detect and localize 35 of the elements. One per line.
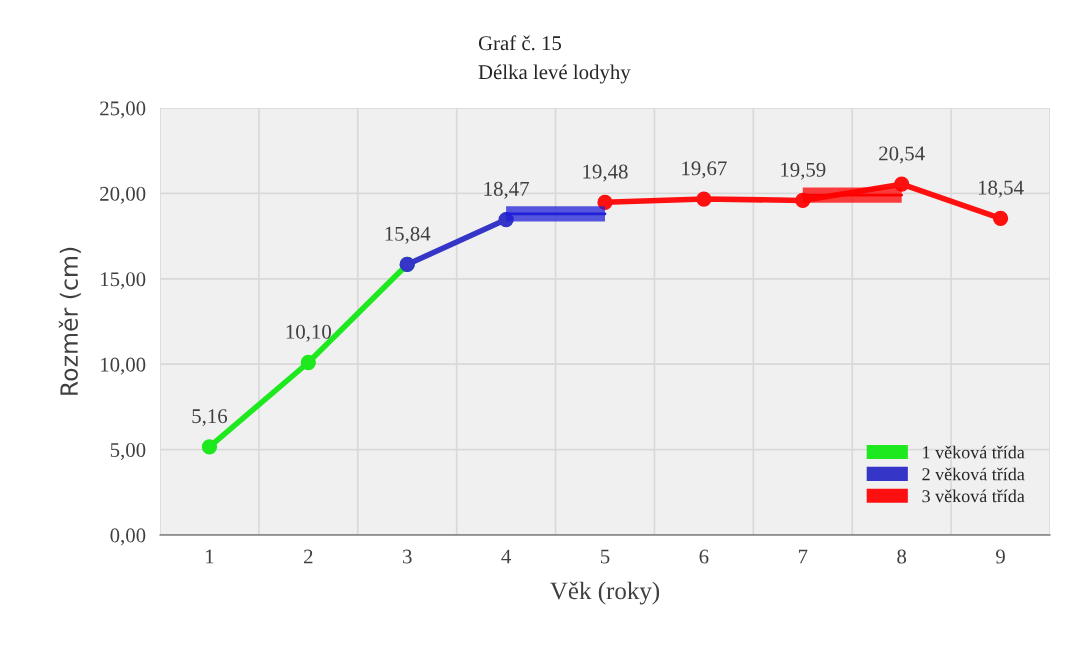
y-tick-label: 25,00	[100, 101, 146, 119]
data-label: 19,59	[781, 162, 826, 180]
legend-label: 2 věková třída	[922, 467, 1025, 481]
data-label: 18,54	[978, 180, 1024, 198]
data-label: 19,67	[682, 161, 727, 179]
x-tick-label: 9	[996, 549, 1005, 564]
y-axis-title: Rozměr (cm)	[58, 247, 81, 395]
x-tick-label: 8	[897, 549, 907, 564]
x-tick-label: 5	[601, 549, 610, 564]
legend-label: 1 věková třída	[923, 445, 1025, 459]
x-tick-label: 7	[798, 549, 808, 564]
y-tick-label: 0,00	[110, 528, 146, 546]
x-tick-label: 3	[403, 549, 412, 564]
data-label: 18,47	[484, 181, 529, 199]
point	[992, 210, 1009, 226]
point	[696, 191, 712, 207]
x-tick-label: 2	[304, 549, 313, 564]
x-tick-label: 6	[699, 549, 709, 564]
chart-subtitle: Délka levé lodyhy	[478, 64, 631, 84]
data-label: 20,54	[879, 146, 925, 164]
y-tick-label: 20,00	[100, 186, 146, 204]
data-label: 15,84	[385, 226, 431, 244]
y-tick-label: 15,00	[101, 272, 146, 290]
data-label: 19,48	[583, 164, 628, 182]
y-tick-label: 5,00	[110, 442, 146, 461]
point	[201, 439, 218, 455]
chart-title: Graf č. 15	[478, 35, 562, 51]
x-tick-label: 1	[206, 549, 214, 564]
point	[300, 354, 316, 371]
data-label: 10,10	[286, 324, 331, 342]
x-axis-title: Věk (roky)	[550, 581, 660, 605]
x-tick-label: 4	[501, 549, 511, 564]
legend-label: 3 věková třída	[922, 489, 1025, 503]
y-tick-label: 10,00	[101, 357, 146, 375]
data-label: 5,16	[192, 409, 228, 427]
